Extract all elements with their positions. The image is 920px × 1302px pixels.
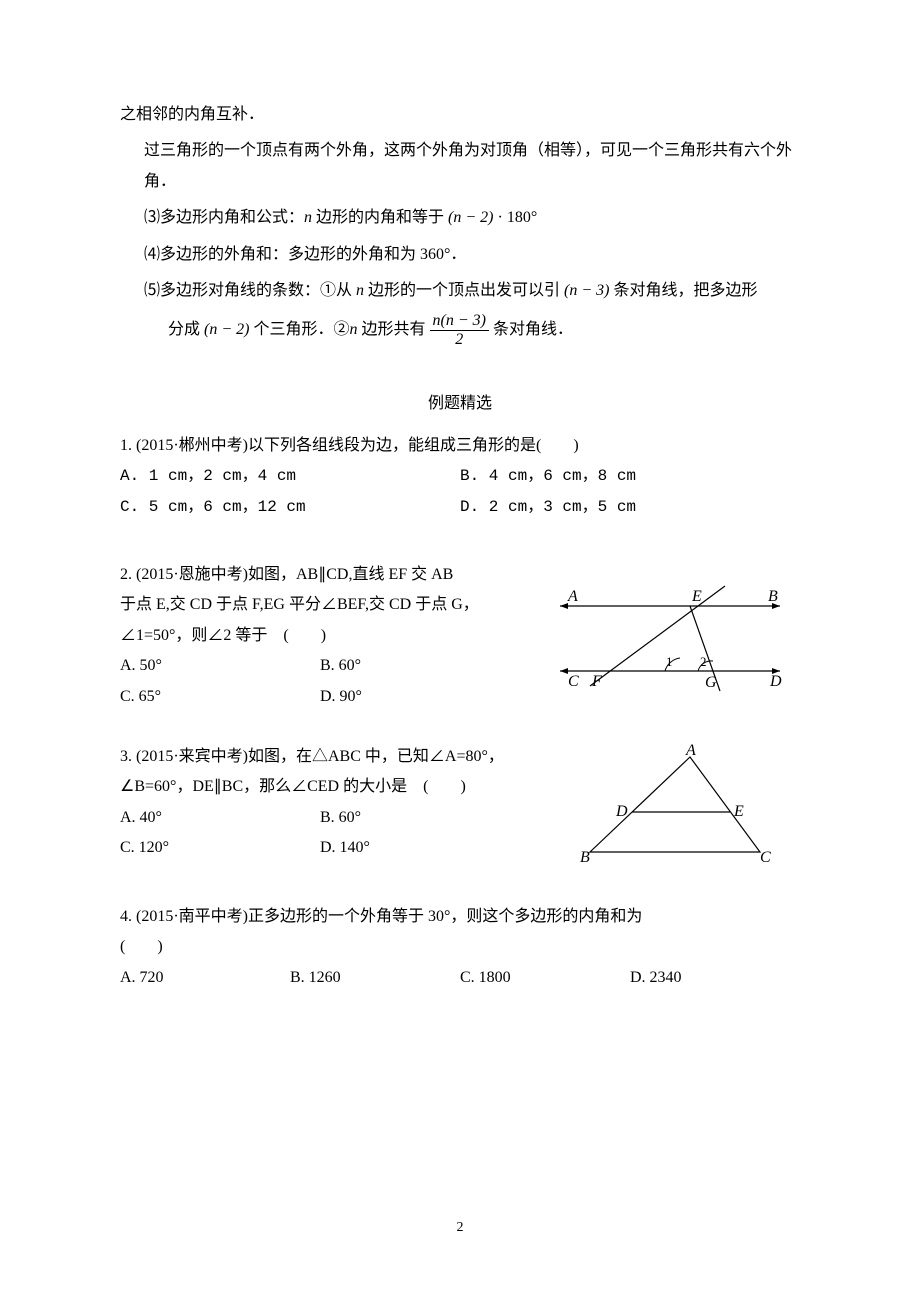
question-4: 4. (2015·南平中考)正多边形的一个外角等于 30°，则这个多边形的内角和…: [120, 902, 800, 993]
q2-opt-c: C. 65°: [120, 682, 320, 712]
q1-opt-b: B. 4 cm，6 cm，8 cm: [460, 461, 800, 491]
q3-figure: A B C D E: [560, 742, 780, 872]
svg-text:2: 2: [700, 654, 707, 669]
rule-4: ⑷多边形的外角和：多边形的外角和为 360°．: [120, 240, 800, 270]
q2-opt-b: B. 60°: [320, 651, 520, 681]
q4-opt-a: A. 720: [120, 963, 290, 993]
svg-text:E: E: [733, 803, 744, 820]
q2-figure: A B C D E F G 1 2: [540, 571, 800, 701]
svg-text:B: B: [580, 849, 590, 866]
svg-text:D: D: [615, 803, 628, 820]
q1-opt-d: D. 2 cm，3 cm，5 cm: [460, 492, 800, 522]
q2-opt-d: D. 90°: [320, 682, 520, 712]
q2-stem-3: ∠1=50°，则∠2 等于 ( ): [120, 621, 520, 651]
q3-stem-2: ∠B=60°，DE∥BC，那么∠CED 的大小是 ( ): [120, 772, 520, 802]
q3-opt-b: B. 60°: [320, 803, 520, 833]
q3-opt-c: C. 120°: [120, 833, 320, 863]
page-content: 之相邻的内角互补． 过三角形的一个顶点有两个外角，这两个外角为对顶角（相等），可…: [0, 0, 920, 1041]
q1-opt-a: A. 1 cm，2 cm，4 cm: [120, 461, 460, 491]
question-2: 2. (2015·恩施中考)如图，AB∥CD,直线 EF 交 AB 于点 E,交…: [120, 560, 800, 712]
section-title: 例题精选: [120, 389, 800, 419]
q1-stem: 1. (2015·郴州中考)以下列各组线段为边，能组成三角形的是( ): [120, 431, 800, 461]
q2-stem-1: 2. (2015·恩施中考)如图，AB∥CD,直线 EF 交 AB: [120, 560, 520, 590]
svg-text:D: D: [769, 673, 782, 690]
svg-text:1: 1: [666, 654, 673, 669]
q1-opt-c: C. 5 cm，6 cm，12 cm: [120, 492, 460, 522]
rule-5-line2: 分成 (n − 2) 个三角形．②n 边形共有 n(n − 3)2 条对角线．: [120, 312, 800, 348]
svg-text:C: C: [760, 849, 771, 866]
q4-stem-1: 4. (2015·南平中考)正多边形的一个外角等于 30°，则这个多边形的内角和…: [120, 902, 800, 932]
svg-text:F: F: [591, 673, 602, 690]
q2-opt-a: A. 50°: [120, 651, 320, 681]
svg-text:A: A: [685, 742, 696, 759]
q3-opt-d: D. 140°: [320, 833, 520, 863]
rule-5-line1: ⑸多边形对角线的条数：①从 n 边形的一个顶点出发可以引 (n − 3) 条对角…: [120, 276, 800, 306]
intro-line-2: 过三角形的一个顶点有两个外角，这两个外角为对顶角（相等），可见一个三角形共有六个…: [120, 136, 800, 197]
svg-text:G: G: [705, 674, 717, 691]
q4-opt-d: D. 2340: [630, 963, 800, 993]
q4-opt-b: B. 1260: [290, 963, 460, 993]
q2-stem-2: 于点 E,交 CD 于点 F,EG 平分∠BEF,交 CD 于点 G，: [120, 590, 520, 620]
svg-text:C: C: [568, 673, 579, 690]
fraction: n(n − 3)2: [430, 312, 489, 348]
svg-text:E: E: [691, 588, 702, 605]
rule-3: ⑶多边形内角和公式：n 边形的内角和等于 (n − 2) · 180°: [120, 203, 800, 233]
q4-opt-c: C. 1800: [460, 963, 630, 993]
q4-stem-2: ( ): [120, 932, 800, 962]
question-3: 3. (2015·来宾中考)如图，在△ABC 中，已知∠A=80°， ∠B=60…: [120, 742, 800, 872]
q3-opt-a: A. 40°: [120, 803, 320, 833]
svg-text:A: A: [567, 588, 578, 605]
question-1: 1. (2015·郴州中考)以下列各组线段为边，能组成三角形的是( ) A. 1…: [120, 431, 800, 522]
q3-stem-1: 3. (2015·来宾中考)如图，在△ABC 中，已知∠A=80°，: [120, 742, 520, 772]
svg-text:B: B: [768, 588, 778, 605]
page-number: 2: [0, 1215, 920, 1242]
intro-line-1: 之相邻的内角互补．: [120, 100, 800, 130]
